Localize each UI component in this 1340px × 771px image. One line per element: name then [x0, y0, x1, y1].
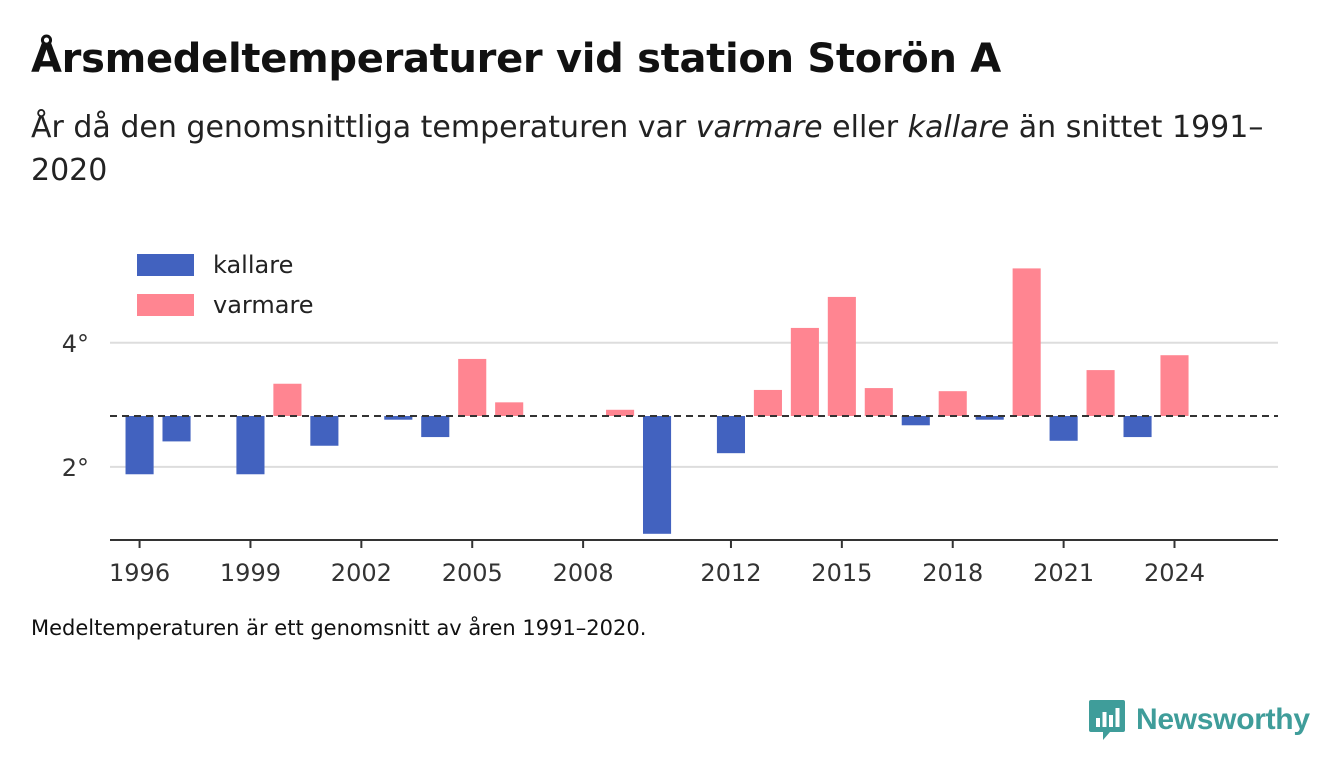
bar-2015	[827, 296, 856, 416]
x-tick-label: 2015	[811, 559, 872, 587]
subtitle-text-1: År då den genomsnittliga temperaturen va…	[31, 110, 696, 145]
bar-2006	[495, 402, 524, 416]
bar-2019	[975, 415, 1004, 420]
brand-logo[interactable]: Newsworthy	[1088, 698, 1310, 742]
subtitle-warm-word: varmare	[695, 110, 823, 145]
bar-2022	[1086, 370, 1115, 416]
bar-2021	[1049, 415, 1078, 441]
y-tick-label: 4°	[62, 330, 89, 358]
x-tick-label: 2005	[442, 559, 503, 587]
bar-2001	[310, 415, 339, 446]
gridlines	[110, 341, 1278, 468]
x-tick-label: 2012	[700, 559, 761, 587]
bar-2018	[938, 391, 967, 416]
bar-2009	[606, 409, 635, 416]
legend: kallare varmare	[137, 251, 314, 319]
x-tick-label: 2008	[553, 559, 614, 587]
legend-label-varmare: varmare	[213, 291, 314, 319]
legend-swatch-kallare	[137, 254, 194, 276]
bar-2024	[1160, 355, 1189, 416]
bar-2012	[716, 415, 746, 454]
bar-2005	[458, 358, 487, 416]
bar-2023	[1123, 415, 1152, 438]
bar-2020	[1012, 268, 1041, 416]
x-tick-label: 2024	[1144, 559, 1205, 587]
chart-subtitle: År då den genomsnittliga temperaturen va…	[31, 106, 1271, 192]
subtitle-text-3: än snittet 1991–2020	[31, 110, 1264, 188]
bar-2000	[273, 383, 302, 416]
subtitle-cold-word: kallare	[907, 110, 1010, 145]
x-tick-label: 2021	[1033, 559, 1094, 587]
bar-chart: 2° 4° 1996 1999 2002 2005 2008 2012 2015 2018 202…	[62, 251, 1278, 587]
bar-1997	[162, 415, 191, 442]
x-tick-label: 1999	[220, 559, 281, 587]
footnote: Medeltemperaturen är ett genomsnitt av å…	[31, 616, 647, 640]
bar-2004	[421, 415, 450, 438]
bar-1999	[236, 415, 265, 475]
x-tick-label: 2002	[331, 559, 392, 587]
bars	[125, 268, 1189, 534]
bar-2013	[753, 389, 782, 416]
bar-2017	[901, 415, 930, 426]
legend-swatch-varmare	[137, 294, 194, 316]
bar-2003	[384, 415, 413, 420]
y-axis-ticks: 2° 4°	[62, 330, 89, 482]
chart-title: Årsmedeltemperaturer vid station Storön …	[31, 36, 1001, 82]
newsworthy-logo-icon	[1089, 700, 1125, 740]
x-tick-label: 1996	[109, 559, 170, 587]
bar-1996	[125, 415, 154, 475]
legend-label-kallare: kallare	[213, 251, 293, 279]
x-axis-ticks: 1996 1999 2002 2005 2008 2012 2015 2018 2021 2024	[109, 540, 1205, 587]
bar-2014	[790, 327, 819, 416]
subtitle-text-2: eller	[822, 110, 908, 145]
y-tick-label: 2°	[62, 454, 89, 482]
bar-2016	[864, 388, 893, 416]
bar-2010	[642, 415, 672, 534]
brand-name: Newsworthy	[1136, 703, 1310, 736]
x-tick-label: 2018	[922, 559, 983, 587]
